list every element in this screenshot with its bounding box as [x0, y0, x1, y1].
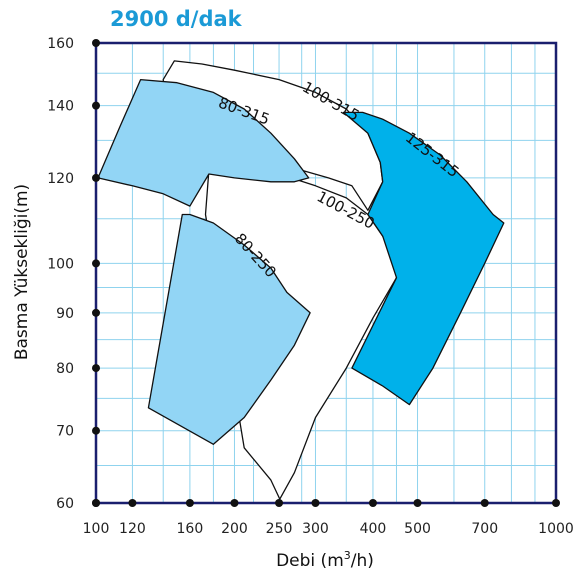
y-tick-dot-80	[92, 364, 100, 373]
x-axis-ticks: 100 120 160 200 250 300 400 500 700 1000	[83, 521, 574, 537]
x-tick-label-200: 200	[221, 521, 248, 537]
y-tick-label-160: 160	[47, 36, 74, 52]
y-tick-dot-60	[92, 499, 100, 507]
y-tick-dot-160	[92, 39, 100, 47]
x-tick-dot-700	[480, 499, 489, 507]
y-tick-label-100: 100	[47, 256, 74, 272]
x-tick-dot-200	[230, 499, 239, 507]
y-tick-dot-70	[92, 426, 100, 435]
x-tick-label-160: 160	[177, 521, 204, 537]
x-tick-dot-120	[128, 499, 137, 507]
x-tick-label-300: 300	[302, 521, 329, 537]
axis-tick-dots	[92, 39, 560, 507]
y-tick-label-70: 70	[56, 424, 74, 440]
x-tick-dot-1000	[552, 499, 560, 507]
x-tick-label-400: 400	[360, 521, 387, 537]
y-tick-dot-90	[92, 308, 100, 317]
x-tick-label-100: 100	[83, 521, 110, 537]
y-tick-label-120: 120	[47, 171, 74, 187]
x-axis-label: Debi (m3/h)	[276, 549, 374, 571]
region-125-315	[342, 111, 505, 406]
x-tick-label-700: 700	[471, 521, 498, 537]
y-tick-label-60: 60	[56, 496, 74, 512]
pump-regions	[97, 60, 505, 500]
y-tick-label-90: 90	[56, 306, 74, 322]
x-axis-label-superscript: 3	[344, 549, 351, 562]
x-tick-dot-250	[275, 499, 284, 507]
x-axis-label-suffix: /h)	[351, 551, 374, 571]
y-tick-dot-140	[92, 101, 100, 110]
y-tick-dot-120	[92, 173, 100, 182]
chart-title: 2900 d/dak	[110, 7, 243, 31]
y-tick-label-140: 140	[47, 99, 74, 115]
x-tick-label-250: 250	[266, 521, 293, 537]
x-tick-dot-300	[311, 499, 320, 507]
y-tick-label-80: 80	[56, 361, 74, 377]
region-80-315	[97, 78, 310, 207]
y-tick-dot-100	[92, 259, 100, 268]
plot-frame	[94, 41, 558, 505]
x-tick-dot-160	[185, 499, 194, 507]
y-axis-label: Basma Yüksekliği(m)	[12, 184, 32, 360]
x-tick-label-500: 500	[404, 521, 431, 537]
region-80-250	[147, 213, 311, 445]
x-axis-label-prefix: Debi (m	[276, 551, 344, 571]
y-axis-ticks: 60 70 80 90 100 120 140 160	[47, 36, 74, 512]
x-tick-dot-500	[413, 499, 422, 507]
x-tick-dot-400	[368, 499, 377, 507]
x-tick-label-1000: 1000	[538, 521, 574, 537]
x-tick-label-120: 120	[119, 521, 146, 537]
